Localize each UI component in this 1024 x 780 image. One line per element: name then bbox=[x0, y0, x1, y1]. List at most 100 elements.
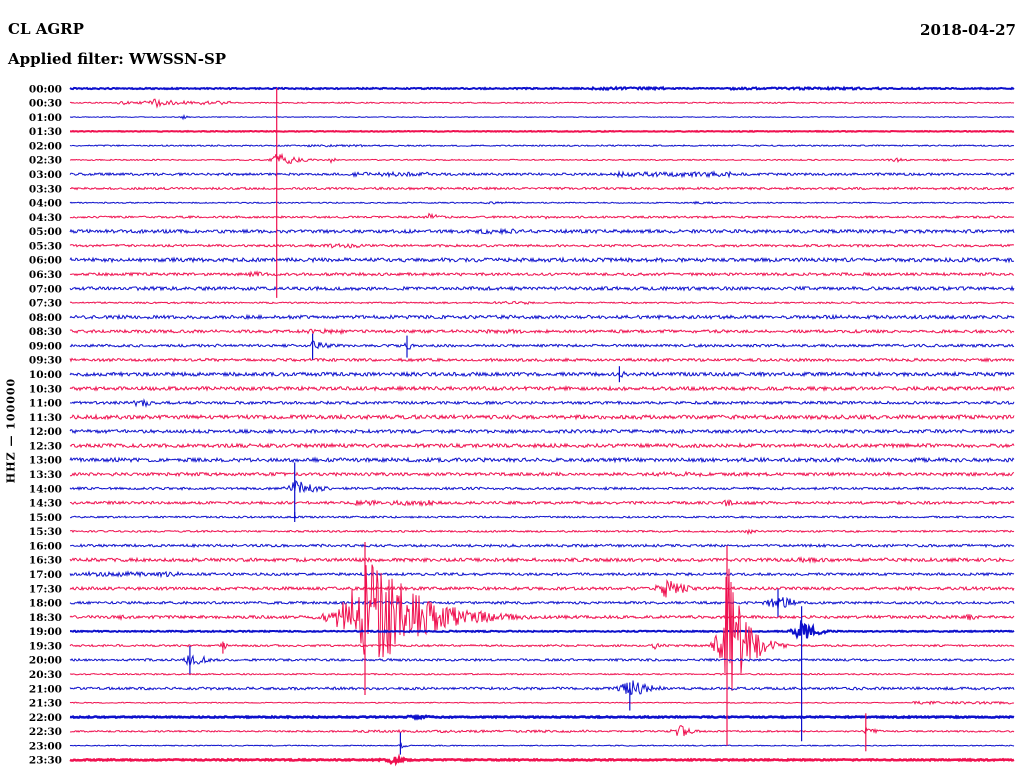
seismic-trace bbox=[69, 480, 1015, 494]
trace-time-label: 17:30 bbox=[29, 583, 62, 595]
trace-row-09:30: 09:30 bbox=[29, 355, 1015, 367]
trace-time-label: 16:30 bbox=[29, 555, 62, 567]
trace-row-22:30: 22:30 bbox=[29, 725, 1015, 738]
trace-row-16:30: 16:30 bbox=[29, 555, 1015, 567]
seismic-trace bbox=[69, 327, 1015, 336]
trace-row-00:30: 00:30 bbox=[29, 98, 1015, 110]
seismic-trace bbox=[69, 212, 1015, 220]
trace-time-label: 17:00 bbox=[29, 569, 62, 581]
trace-time-label: 11:00 bbox=[29, 398, 62, 410]
trace-row-14:30: 14:30 bbox=[29, 498, 1015, 510]
trace-row-14:00: 14:00 bbox=[29, 480, 1015, 495]
trace-row-08:00: 08:00 bbox=[29, 312, 1015, 324]
trace-row-23:30: 23:30 bbox=[29, 753, 1015, 767]
seismic-trace bbox=[69, 170, 1015, 179]
trace-time-label: 03:30 bbox=[29, 183, 62, 195]
trace-row-19:30: 19:30 bbox=[29, 568, 1015, 691]
seismic-trace bbox=[69, 270, 1015, 277]
trace-row-20:00: 20:00 bbox=[29, 654, 1015, 668]
seismic-trace bbox=[69, 152, 1015, 165]
trace-time-label: 02:30 bbox=[29, 155, 62, 167]
trace-row-11:30: 11:30 bbox=[29, 412, 1015, 424]
trace-row-05:00: 05:00 bbox=[29, 226, 1015, 238]
trace-row-18:30: 18:30 bbox=[29, 564, 1015, 658]
trace-row-05:30: 05:30 bbox=[29, 240, 1014, 252]
trace-time-label: 21:00 bbox=[29, 683, 62, 695]
trace-time-label: 21:30 bbox=[29, 698, 62, 710]
trace-row-22:00: 22:00 bbox=[29, 712, 1015, 724]
trace-time-label: 15:00 bbox=[29, 512, 62, 524]
trace-time-label: 10:30 bbox=[29, 383, 62, 395]
seismic-trace bbox=[69, 470, 1015, 478]
trace-row-17:00: 17:00 bbox=[29, 569, 1015, 581]
seismic-trace bbox=[70, 129, 1015, 133]
trace-row-15:00: 15:00 bbox=[29, 512, 1015, 524]
trace-row-16:00: 16:00 bbox=[29, 540, 1015, 552]
filter-label: Applied filter: WWSSN-SP bbox=[8, 50, 227, 68]
trace-row-10:30: 10:30 bbox=[29, 383, 1015, 395]
seismic-trace bbox=[69, 499, 1015, 507]
trace-row-07:00: 07:00 bbox=[29, 283, 1015, 295]
seismic-trace bbox=[69, 442, 1015, 449]
seismic-trace bbox=[69, 370, 1015, 378]
trace-row-01:30: 01:30 bbox=[29, 126, 1015, 138]
trace-time-label: 05:00 bbox=[29, 226, 62, 238]
station-title: CL AGRP bbox=[8, 20, 84, 38]
trace-time-label: 08:00 bbox=[29, 312, 62, 324]
seismic-trace bbox=[69, 564, 1015, 658]
trace-time-label: 18:30 bbox=[29, 612, 62, 624]
seismic-trace bbox=[70, 543, 1015, 549]
trace-row-00:00: 00:00 bbox=[29, 83, 1015, 95]
seismic-trace bbox=[70, 619, 1015, 640]
seismic-trace bbox=[69, 725, 1015, 737]
trace-row-21:00: 21:00 bbox=[29, 680, 1015, 696]
trace-time-label: 20:00 bbox=[29, 655, 62, 667]
seismic-trace bbox=[69, 456, 1015, 464]
trace-row-13:00: 13:00 bbox=[29, 455, 1015, 467]
trace-time-label: 19:00 bbox=[29, 626, 62, 638]
trace-row-02:00: 02:00 bbox=[29, 140, 1014, 152]
trace-time-label: 07:00 bbox=[29, 283, 62, 295]
seismic-trace bbox=[69, 285, 1015, 292]
seismic-trace bbox=[69, 227, 1015, 236]
seismic-trace bbox=[69, 570, 1015, 579]
seismic-trace bbox=[69, 700, 1015, 706]
seismic-trace bbox=[69, 742, 1015, 749]
trace-row-02:30: 02:30 bbox=[29, 152, 1015, 167]
trace-time-label: 01:00 bbox=[29, 112, 62, 124]
seismic-trace bbox=[69, 385, 1015, 392]
trace-row-04:00: 04:00 bbox=[29, 198, 1015, 210]
trace-row-20:30: 20:30 bbox=[29, 669, 1015, 681]
trace-time-label: 22:30 bbox=[29, 726, 62, 738]
date-label: 2018-04-27 bbox=[920, 21, 1016, 39]
trace-row-15:30: 15:30 bbox=[29, 526, 1015, 538]
trace-time-label: 08:30 bbox=[29, 326, 62, 338]
trace-time-label: 04:00 bbox=[29, 198, 62, 210]
trace-time-label: 02:00 bbox=[29, 140, 62, 152]
trace-row-06:00: 06:00 bbox=[29, 255, 1015, 267]
trace-time-label: 14:00 bbox=[29, 483, 62, 495]
seismic-trace bbox=[69, 672, 1015, 676]
seismic-trace bbox=[69, 340, 1015, 350]
seismic-trace bbox=[69, 200, 1015, 205]
seismic-trace bbox=[69, 680, 1015, 696]
trace-time-label: 04:30 bbox=[29, 212, 62, 224]
seismic-trace bbox=[69, 713, 1015, 721]
trace-time-label: 05:30 bbox=[29, 240, 62, 252]
seismic-trace bbox=[69, 428, 1015, 435]
trace-time-label: 12:00 bbox=[29, 426, 62, 438]
trace-time-label: 00:00 bbox=[29, 83, 62, 95]
trace-time-label: 06:30 bbox=[29, 269, 62, 281]
trace-time-label: 22:00 bbox=[29, 712, 62, 724]
seismic-trace bbox=[69, 300, 1015, 306]
trace-row-08:30: 08:30 bbox=[29, 326, 1015, 338]
trace-row-11:00: 11:00 bbox=[29, 398, 1015, 410]
seismic-trace bbox=[69, 568, 1015, 691]
seismic-trace bbox=[69, 578, 1015, 598]
trace-time-label: 11:30 bbox=[29, 412, 62, 424]
trace-time-label: 18:00 bbox=[29, 598, 62, 610]
seismic-trace bbox=[69, 242, 1014, 249]
trace-time-label: 03:00 bbox=[29, 169, 62, 181]
seismic-trace bbox=[69, 398, 1015, 408]
